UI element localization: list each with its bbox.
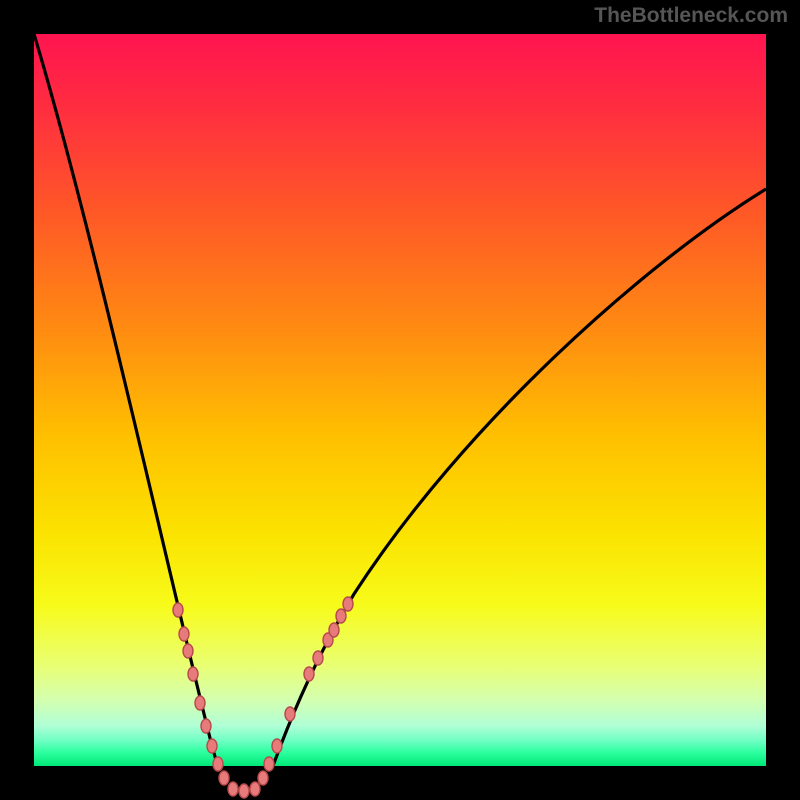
data-marker: [207, 739, 217, 753]
watermark-text: TheBottleneck.com: [594, 4, 788, 28]
data-marker: [304, 667, 314, 681]
data-marker: [201, 719, 211, 733]
data-marker: [219, 771, 229, 785]
data-marker: [336, 609, 346, 623]
marker-group: [173, 597, 353, 798]
data-marker: [239, 784, 249, 798]
data-marker: [313, 651, 323, 665]
curve-layer: [34, 34, 766, 766]
data-marker: [343, 597, 353, 611]
data-marker: [228, 782, 238, 796]
data-marker: [188, 667, 198, 681]
data-marker: [258, 771, 268, 785]
data-marker: [272, 739, 282, 753]
data-marker: [173, 603, 183, 617]
right-curve: [250, 189, 766, 792]
plot-area: [34, 34, 766, 766]
data-marker: [179, 627, 189, 641]
data-marker: [329, 623, 339, 637]
data-marker: [183, 644, 193, 658]
data-marker: [285, 707, 295, 721]
data-marker: [264, 757, 274, 771]
data-marker: [195, 696, 205, 710]
data-marker: [250, 782, 260, 796]
left-curve: [34, 34, 238, 792]
data-marker: [213, 757, 223, 771]
